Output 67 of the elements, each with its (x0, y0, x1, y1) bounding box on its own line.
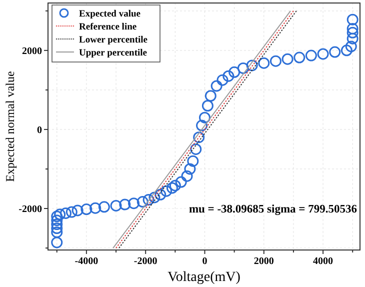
point (222, 70, 234, 82)
x-tick-label: -4000 (74, 256, 98, 267)
point (90, 202, 102, 214)
point (294, 52, 306, 64)
point (175, 176, 187, 188)
point (51, 218, 63, 230)
point (346, 32, 358, 44)
point (317, 48, 329, 60)
point (51, 222, 63, 234)
point (216, 74, 228, 86)
point (305, 50, 317, 62)
point (160, 185, 172, 197)
point (128, 198, 140, 210)
point (154, 188, 166, 200)
point (148, 192, 160, 204)
point (246, 60, 258, 72)
point (54, 208, 66, 220)
point (258, 57, 270, 69)
point (270, 55, 282, 67)
legend-label: Lower percentile (79, 36, 148, 46)
point (190, 143, 202, 155)
y-tick-label: 2000 (22, 46, 42, 57)
x-tick-label: -2000 (134, 256, 158, 267)
point (51, 226, 63, 238)
point (346, 26, 358, 38)
point (51, 236, 63, 248)
x-tick-label: 2000 (254, 256, 274, 267)
point (136, 196, 148, 208)
legend-label: Expected value (79, 10, 140, 20)
point (202, 100, 214, 112)
point (329, 46, 341, 58)
point (166, 182, 178, 194)
point (282, 53, 294, 65)
point (60, 207, 72, 219)
point (119, 198, 131, 210)
point (142, 194, 154, 206)
point (228, 66, 240, 78)
x-tick-label: 4000 (313, 256, 334, 267)
point (169, 180, 181, 192)
point (72, 204, 84, 216)
x-axis-title: Voltage(mV) (168, 270, 241, 285)
point (345, 40, 357, 52)
point (193, 132, 205, 144)
point (198, 112, 210, 124)
point (346, 22, 358, 34)
legend-label: Reference line (79, 22, 137, 32)
point (204, 90, 216, 102)
x-tick-label: 0 (202, 256, 208, 267)
point (80, 204, 92, 216)
legend-label: Upper percentile (79, 48, 147, 58)
annotation: mu = -38.09685 sigma = 799.50536 (188, 204, 358, 216)
point (181, 170, 193, 182)
y-axis-title: Expected normal value (3, 71, 17, 182)
point (184, 163, 196, 175)
point (98, 201, 110, 213)
point (237, 62, 249, 74)
y-tick-label: -2000 (18, 204, 42, 216)
point (51, 214, 63, 226)
point (346, 14, 358, 26)
point (66, 206, 78, 218)
point (340, 44, 352, 56)
point (110, 200, 122, 212)
point (51, 210, 63, 222)
y-tick-label: 0 (37, 124, 42, 136)
point (187, 155, 199, 167)
point (210, 80, 222, 92)
point (196, 120, 208, 132)
